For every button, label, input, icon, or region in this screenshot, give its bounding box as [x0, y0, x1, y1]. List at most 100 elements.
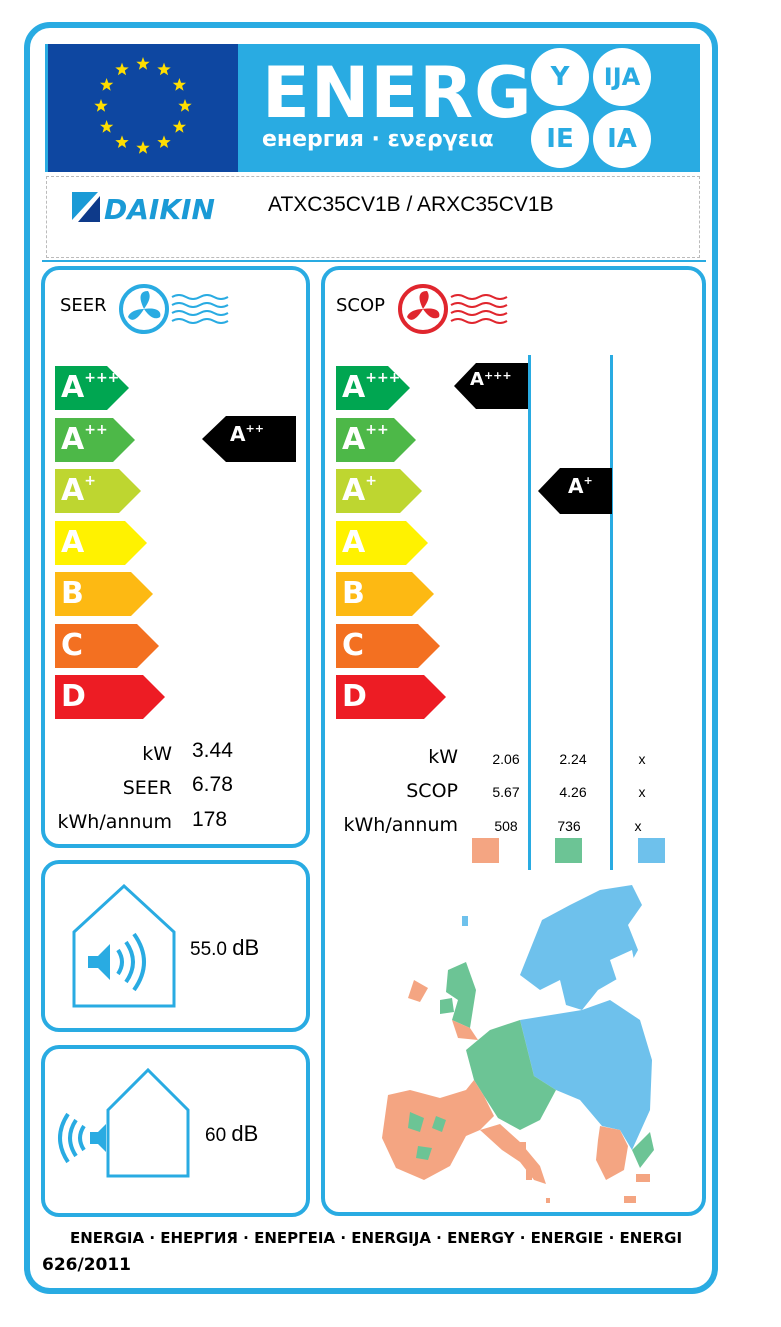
- eu-star-icon: [115, 135, 129, 148]
- eu-flag: [48, 44, 238, 172]
- scop-scale-bar: D: [336, 675, 446, 719]
- scop-title: SCOP: [336, 295, 386, 316]
- scop-average-kw: 2.24: [559, 751, 587, 767]
- scop-scale-label: D: [342, 677, 367, 717]
- suffix-circle-y: Y: [531, 48, 589, 106]
- outdoor-noise: 60 dB: [205, 1121, 258, 1147]
- scop-warmer-kwh: x: [634, 818, 642, 834]
- indoor-noise: 55.0 dB: [190, 935, 259, 961]
- average-zone-swatch: [555, 838, 582, 863]
- scop-average-sup: +: [583, 474, 593, 487]
- scop-class-indicator-average: A+: [538, 468, 612, 514]
- noise-outdoor-panel: [41, 1045, 310, 1217]
- indoor-noise-value: 55.0: [190, 939, 227, 960]
- seer-value-seer: 6.78: [192, 773, 233, 796]
- seer-scale-letter: A: [61, 370, 85, 405]
- eu-star-icon: [100, 78, 114, 91]
- outdoor-speaker-icon: [56, 1067, 196, 1184]
- scop-panel: [321, 266, 706, 1216]
- scop-scale-sup: +++: [365, 370, 401, 386]
- eu-star-icon: [157, 135, 171, 148]
- eu-star-icon: [100, 120, 114, 133]
- scop-scale-letter: C: [342, 627, 365, 663]
- scop-warmer-scop: x: [638, 784, 646, 800]
- seer-scale-sup: +: [84, 473, 96, 489]
- seer-scale-label: A+++: [61, 368, 119, 408]
- eu-star-icon: [136, 141, 150, 154]
- scop-scale-label: A: [342, 523, 365, 563]
- energy-subtitle: енергия · ενεργεια: [262, 127, 494, 152]
- seer-label-kw: kW: [142, 743, 172, 765]
- scop-average-kwh: 736: [557, 818, 581, 834]
- scop-colder-kw: 2.06: [492, 751, 520, 767]
- energy-title: ENERG: [262, 52, 533, 134]
- seer-label-seer: SEER: [122, 777, 172, 799]
- scop-warmer-kw: x: [638, 751, 646, 767]
- seer-scale-letter: A: [61, 421, 85, 457]
- seer-class-sup: ++: [245, 422, 264, 435]
- supplier-row: [46, 176, 700, 258]
- seer-scale-label: C: [61, 626, 83, 666]
- heating-fan-icon: [397, 283, 517, 339]
- seer-scale-bar: A+: [55, 469, 141, 513]
- scop-scale-label: B: [342, 574, 365, 614]
- scop-average-scop: 4.26: [559, 784, 587, 800]
- seer-scale-letter: C: [61, 627, 84, 663]
- seer-class-indicator: A++: [202, 416, 296, 462]
- seer-value-kw: 3.44: [192, 739, 233, 762]
- eu-star-icon: [94, 99, 108, 112]
- colder-zone-swatch: [472, 838, 499, 863]
- seer-scale-label: A++: [61, 420, 108, 460]
- scop-label-kwh: kWh/annum: [343, 814, 458, 836]
- eu-star-icon: [178, 99, 192, 112]
- seer-scale-bar: A+++: [55, 366, 129, 410]
- scop-scale-label: A+: [342, 471, 377, 511]
- suffix-circle-ie: IE: [531, 110, 589, 168]
- scop-scale-label: A++: [342, 420, 389, 460]
- seer-panel: [41, 266, 310, 848]
- svg-text:DAIKIN: DAIKIN: [104, 193, 215, 224]
- scop-column-divider-1: [528, 355, 531, 870]
- seer-label-kwh: kWh/annum: [57, 811, 172, 833]
- seer-scale-bar: C: [55, 623, 159, 668]
- scop-class-indicator-colder: A+++: [454, 363, 528, 409]
- scop-scale-sup: +: [365, 473, 377, 489]
- footer-languages: ENERGIA · ЕНЕРГИЯ · ΕΝΕΡΓΕΙΑ · ENERGIJA …: [70, 1229, 683, 1247]
- scop-scale-bar: A++: [336, 417, 416, 462]
- outdoor-noise-value: 60: [205, 1125, 227, 1146]
- seer-scale-label: A+: [61, 471, 96, 511]
- indoor-speaker-icon: [72, 883, 176, 1012]
- seer-scale-bar: A: [55, 520, 147, 565]
- scop-scale-letter: A: [342, 524, 366, 560]
- seer-scale-bar: B: [55, 572, 153, 616]
- scop-scale-bar: A+: [336, 469, 422, 513]
- cooling-fan-icon: [118, 283, 238, 339]
- eu-star-icon: [172, 78, 186, 91]
- eu-star-icon: [136, 57, 150, 70]
- eu-star-icon: [157, 62, 171, 76]
- scop-scale-letter: A: [342, 421, 366, 457]
- scop-scale-bar: C: [336, 623, 440, 668]
- seer-scale-label: D: [61, 677, 86, 717]
- seer-scale-sup: ++: [84, 421, 108, 438]
- eu-stars-icon: [94, 57, 192, 154]
- scop-colder-kwh: 508: [494, 818, 518, 834]
- seer-scale-letter: B: [61, 576, 84, 611]
- eu-star-icon: [115, 62, 129, 76]
- daikin-logo: DAIKIN: [72, 190, 242, 226]
- suffix-circle-ia: IA: [593, 110, 651, 168]
- scop-scale-letter: D: [342, 679, 367, 714]
- scop-scale-bar: A: [336, 520, 428, 565]
- seer-value-kwh: 178: [192, 808, 228, 831]
- scop-scale-sup: ++: [365, 421, 389, 438]
- seer-scale-label: A: [61, 523, 84, 563]
- scop-label-kw: kW: [428, 746, 458, 768]
- model-identifier: ATXC35CV1B / ARXC35CV1B: [268, 193, 554, 216]
- seer-scale-label: B: [61, 574, 84, 614]
- scop-scale-bar: A+++: [336, 366, 410, 410]
- suffix-circle-ija: IJA: [593, 48, 651, 106]
- scop-scale-label: C: [342, 626, 364, 666]
- scop-scale-label: A+++: [342, 368, 400, 408]
- scop-colder-scop: 5.67: [492, 784, 520, 800]
- scop-colder-sup: +++: [483, 369, 512, 382]
